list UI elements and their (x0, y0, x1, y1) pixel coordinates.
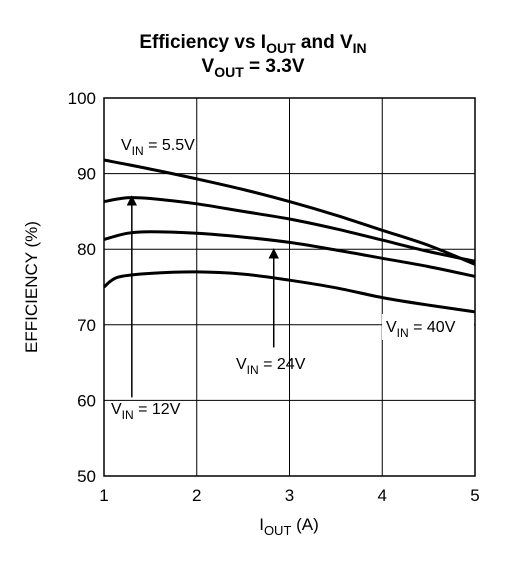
series-line-0 (103, 158, 476, 266)
y-tick-label: 50 (77, 467, 96, 486)
y-axis-label: EFFICIENCY (%) (22, 221, 41, 353)
y-tick-label: 90 (77, 165, 96, 184)
chart-title-line2: VOUT = 3.3V (202, 56, 305, 80)
annotation-vin-40v: VIN = 40V (386, 319, 456, 340)
x-tick-label: 3 (285, 486, 294, 505)
y-tick-label: 100 (68, 89, 96, 108)
x-tick-label: 5 (470, 486, 479, 505)
annotation-vin-24v: VIN = 24V (236, 356, 306, 377)
y-tick-labels: 50 60 70 80 90 100 (68, 89, 96, 486)
annotation-vin-5-5v: VIN = 5.5V (121, 137, 195, 158)
annotation-background (382, 314, 474, 340)
annotation-vin-12v: VIN = 12V (111, 401, 181, 422)
series-annotations: VIN = 5.5V VIN = 12V VIN = 24V VIN = 40V (111, 137, 474, 422)
x-tick-label: 4 (378, 486, 387, 505)
x-axis-label: IOUT (A) (259, 515, 319, 538)
grid-lines (103, 97, 476, 477)
series-line-2 (103, 230, 476, 278)
y-tick-label: 60 (77, 391, 96, 410)
y-tick-label: 80 (77, 240, 96, 259)
chart-title-line1: Efficiency vs IOUT and VIN (139, 32, 366, 56)
series-line-1 (103, 196, 476, 263)
annotation-arrows (126, 195, 279, 398)
x-tick-label: 2 (192, 486, 201, 505)
x-tick-label: 1 (99, 486, 108, 505)
y-tick-label: 70 (77, 316, 96, 335)
x-tick-labels: 1 2 3 4 5 (99, 486, 479, 505)
